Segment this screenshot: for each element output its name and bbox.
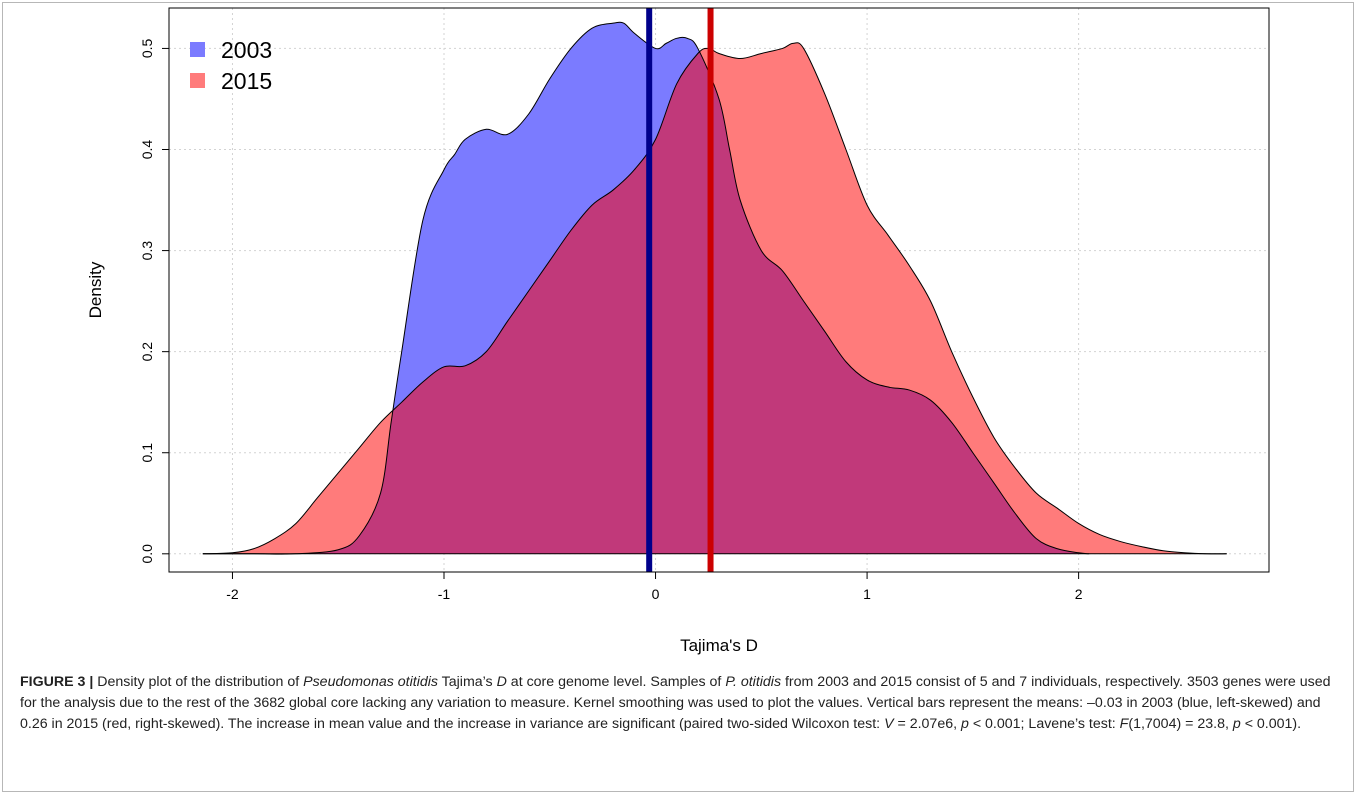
- caption-italic: Pseudomonas otitidis: [303, 674, 438, 690]
- figure-caption: FIGURE 3 | Density plot of the distribut…: [20, 672, 1338, 735]
- y-axis: 0.0 0.1 0.2 0.3 0.4 0.5: [139, 38, 169, 564]
- caption-text: Tajima’s: [437, 674, 497, 690]
- caption-text: = 2.07e6,: [893, 716, 961, 732]
- plot-box: [168, 7, 1270, 573]
- caption-figure-label: FIGURE 3 |: [20, 674, 94, 690]
- caption-italic: p: [1232, 716, 1241, 732]
- x-tick-label: 0: [652, 586, 660, 602]
- mean-lines: [646, 8, 714, 572]
- area-overlap: [202, 42, 1090, 554]
- density-chart: -2 -1 0 1 2 0.0 0.1 0.2 0.3 0.4 0.5 Tajima's D De…: [86, 7, 1270, 655]
- x-tick-label: 2: [1075, 586, 1083, 602]
- caption-text: < 0.001; Lavene’s test:: [968, 716, 1120, 732]
- y-tick-label: 0.5: [139, 38, 155, 58]
- caption-text: Density plot of the distribution of: [93, 674, 304, 690]
- x-tick-label: 1: [863, 586, 871, 602]
- y-tick-label: 0.3: [139, 241, 155, 261]
- y-tick-label: 0.4: [139, 140, 155, 160]
- caption-text: (1,7004) = 23.8,: [1128, 716, 1233, 732]
- legend: 2003 2015: [190, 37, 272, 94]
- y-tick-label: 0.2: [139, 342, 155, 362]
- x-axis: -2 -1 0 1 2: [226, 572, 1083, 602]
- caption-italic: p: [960, 716, 969, 732]
- caption-text: at core genome level. Samples of: [506, 674, 726, 690]
- legend-swatch-2015: [190, 73, 205, 88]
- y-axis-label: Density: [86, 261, 105, 318]
- y-tick-label: 0.0: [139, 544, 155, 564]
- legend-label-2003: 2003: [221, 37, 272, 63]
- y-tick-label: 0.1: [139, 443, 155, 463]
- legend-swatch-2003: [190, 42, 205, 57]
- caption-text: from 2003 and 2015 consist of 5 and 7 in…: [20, 674, 1331, 732]
- x-tick-label: -2: [226, 586, 239, 602]
- x-axis-label: Tajima's D: [680, 636, 758, 655]
- caption-text: < 0.001).: [1240, 716, 1302, 732]
- legend-label-2015: 2015: [221, 68, 272, 94]
- density-areas: [202, 21, 1227, 555]
- caption-italic: D: [496, 674, 507, 690]
- caption-italic: P. otitidis: [725, 674, 782, 690]
- x-tick-label: -1: [438, 586, 451, 602]
- curve-2015: [202, 42, 1227, 555]
- caption-italic: V: [884, 716, 894, 732]
- caption-italic: F: [1119, 716, 1129, 732]
- curve-2003: [202, 21, 1090, 555]
